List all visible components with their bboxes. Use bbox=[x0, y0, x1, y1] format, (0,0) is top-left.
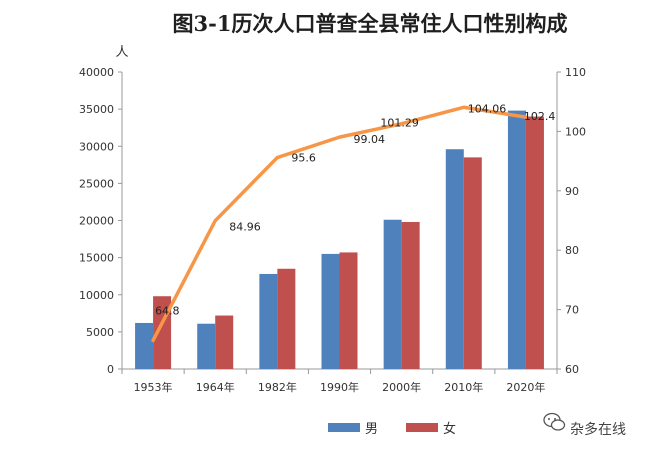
line-data-label: 99.04 bbox=[354, 133, 386, 146]
legend-swatch-female bbox=[406, 423, 438, 432]
bar-male bbox=[445, 149, 464, 369]
left-tick-label: 25000 bbox=[79, 177, 114, 190]
bar-female bbox=[277, 268, 296, 369]
x-tick-label: 2020年 bbox=[506, 380, 545, 394]
legend-swatch-male bbox=[328, 423, 360, 432]
legend-label-male: 男 bbox=[365, 422, 378, 437]
ratio-line bbox=[151, 105, 528, 343]
x-tick-label: 1982年 bbox=[258, 380, 297, 394]
right-tick-label: 110 bbox=[565, 66, 586, 79]
bar-male bbox=[383, 219, 402, 369]
left-tick-label: 0 bbox=[107, 363, 114, 376]
watermark-text: 杂多在线 bbox=[570, 421, 626, 438]
data-labels: 64.8 84.96 95.6 99.04 101.29 104.06 102.4 bbox=[155, 102, 555, 317]
x-tick-label: 2010年 bbox=[444, 380, 483, 394]
left-tick-label: 15000 bbox=[79, 252, 114, 265]
left-tick-label: 5000 bbox=[86, 326, 114, 339]
bar-female bbox=[215, 315, 234, 369]
watermark: 杂多在线 bbox=[543, 412, 626, 438]
bar-male bbox=[259, 273, 278, 369]
bar-female bbox=[463, 157, 482, 369]
bar-male bbox=[197, 323, 216, 369]
right-tick-label: 60 bbox=[565, 363, 579, 376]
ratio-line-path bbox=[151, 105, 528, 343]
left-tick-label: 35000 bbox=[79, 103, 114, 116]
left-axis-unit: 人 bbox=[115, 45, 128, 60]
left-tick-label: 20000 bbox=[79, 215, 114, 228]
line-data-label: 101.29 bbox=[380, 117, 419, 130]
left-tick-label: 30000 bbox=[79, 140, 114, 153]
legend-label-female: 女 bbox=[443, 421, 456, 437]
right-tick-label: 90 bbox=[565, 185, 579, 198]
left-tick-label: 40000 bbox=[79, 66, 114, 79]
bar-female bbox=[401, 221, 420, 369]
x-tick-label: 2000年 bbox=[382, 380, 421, 394]
axes: 0 5000 10000 15000 20000 25000 30000 35000 40000… bbox=[79, 66, 586, 394]
legend: 男女 bbox=[328, 421, 456, 437]
bar-female bbox=[339, 252, 358, 369]
line-data-label: 95.6 bbox=[291, 152, 316, 165]
chart-title: 图3-1历次人口普查全县常住人口性别构成 bbox=[173, 11, 568, 36]
line-data-label: 104.06 bbox=[468, 102, 507, 115]
wechat-icon bbox=[543, 412, 566, 431]
bar-male bbox=[135, 322, 154, 369]
line-data-label: 84.96 bbox=[229, 221, 261, 234]
bar-male bbox=[507, 110, 526, 370]
line-data-label: 64.8 bbox=[155, 304, 180, 317]
right-tick-label: 100 bbox=[565, 125, 586, 138]
right-tick-label: 70 bbox=[565, 304, 579, 317]
bar-female bbox=[525, 116, 544, 369]
x-tick-label: 1964年 bbox=[196, 380, 235, 394]
left-tick-label: 10000 bbox=[79, 289, 114, 302]
bars bbox=[135, 110, 544, 370]
right-tick-label: 80 bbox=[565, 244, 579, 257]
line-data-label: 102.4 bbox=[524, 110, 556, 123]
x-tick-label: 1953年 bbox=[134, 380, 173, 394]
x-tick-label: 1990年 bbox=[320, 380, 359, 394]
bar-male bbox=[321, 253, 340, 369]
